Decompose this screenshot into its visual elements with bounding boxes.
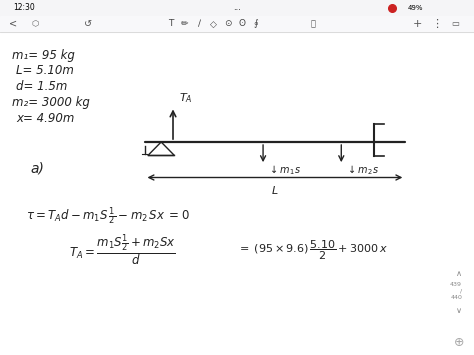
Text: $\tau = T_A d - m_1 S\,\frac{1}{2} - m_2\,S x\; = 0$: $\tau = T_A d - m_1 S\,\frac{1}{2} - m_2… [26,206,190,228]
Text: 🎤: 🎤 [310,20,315,28]
Text: 49%: 49% [408,5,423,11]
Text: ✏: ✏ [181,20,189,28]
Text: ∕: ∕ [198,20,201,28]
Text: ↺: ↺ [83,19,92,29]
Text: T: T [168,20,173,28]
Text: ∮: ∮ [254,20,258,28]
Text: $T_A$: $T_A$ [179,91,193,105]
Text: <: < [9,19,18,29]
Text: m₂= 3000 kg: m₂= 3000 kg [12,97,90,109]
Text: $T_A = \dfrac{m_1 S\frac{1}{2} + m_2 S x}{d}$: $T_A = \dfrac{m_1 S\frac{1}{2} + m_2 S x… [69,233,175,268]
Text: $\downarrow m_2 s$: $\downarrow m_2 s$ [346,163,379,177]
Text: L= 5.10m: L= 5.10m [16,65,74,77]
Text: d= 1.5m: d= 1.5m [16,81,67,93]
Text: +: + [412,19,422,29]
Text: ⬡: ⬡ [32,20,39,28]
Text: m₁= 95 kg: m₁= 95 kg [12,49,75,61]
Bar [0,16,474,32]
Text: x= 4.90m: x= 4.90m [16,113,74,125]
Text: 439
/
440: 439 / 440 [450,282,462,300]
Text: ∨: ∨ [456,306,462,315]
Text: ⋮: ⋮ [430,19,442,29]
Text: ◇: ◇ [210,20,217,28]
Text: ∧: ∧ [456,269,462,278]
Text: a): a) [31,162,45,176]
Text: $\downarrow m_1 s$: $\downarrow m_1 s$ [268,163,301,177]
Text: L: L [272,186,278,196]
Text: ⊕: ⊕ [454,336,465,349]
Text: ⊙: ⊙ [224,20,231,28]
Text: ...: ... [233,4,241,12]
Bar [0,0,474,16]
Text: 12:30: 12:30 [13,4,35,12]
Text: ʘ: ʘ [238,20,245,28]
Text: $=\; (95 \times 9.6)\,\dfrac{5.10}{2} + 3000\,x$: $=\; (95 \times 9.6)\,\dfrac{5.10}{2} + … [237,239,388,262]
Text: ▭: ▭ [451,20,459,28]
